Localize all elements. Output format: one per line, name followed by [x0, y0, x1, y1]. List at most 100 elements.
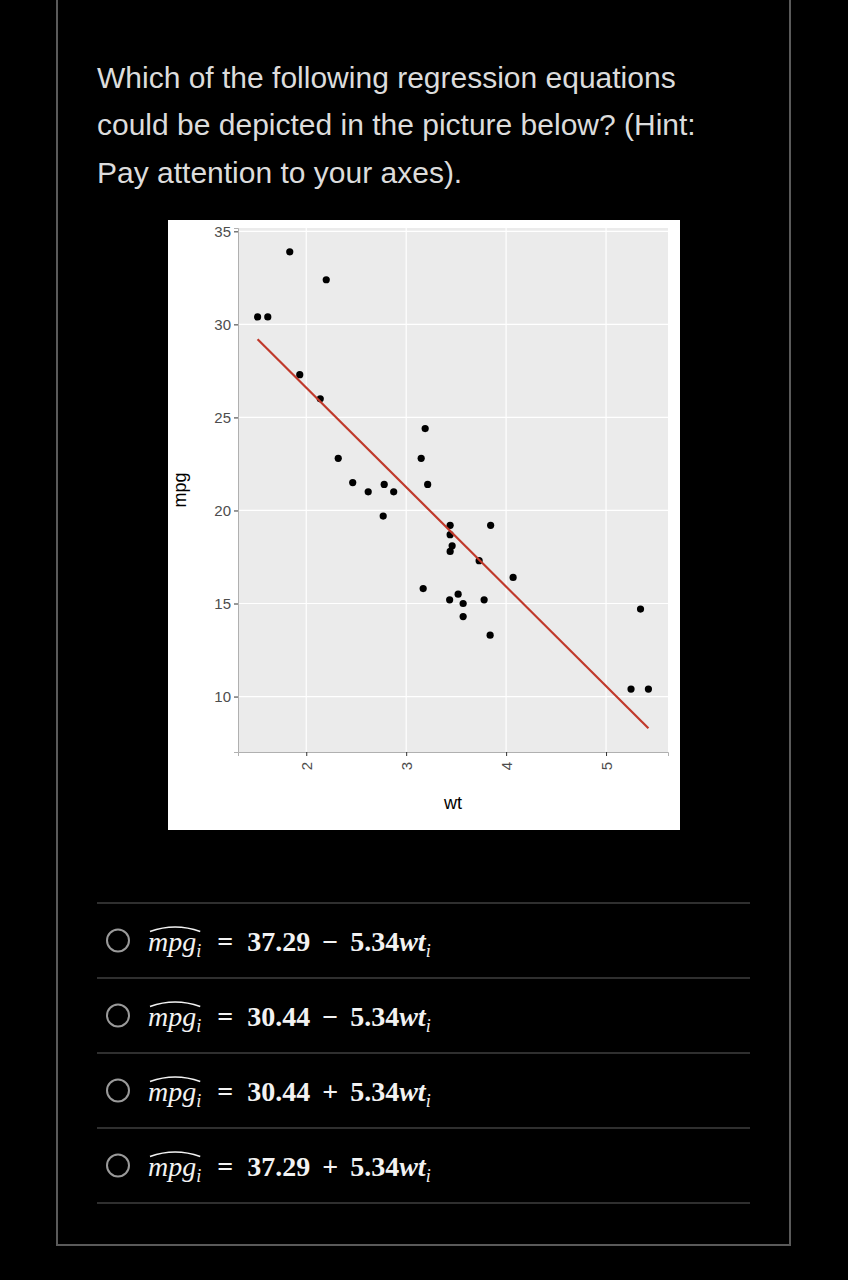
variable: wt — [399, 1151, 427, 1182]
slope: 5.34 — [350, 1151, 399, 1182]
subscript: i — [426, 1091, 431, 1111]
subscript: i — [426, 1016, 431, 1036]
y-axis-title: mpg — [170, 472, 190, 507]
slope: 5.34 — [350, 1076, 399, 1107]
axis-line — [234, 229, 239, 753]
subscript: i — [426, 1166, 431, 1186]
grid-line-x — [506, 228, 507, 752]
grid-line-y — [238, 231, 668, 232]
data-point — [335, 455, 342, 462]
operator: − — [322, 926, 338, 957]
equation: mpgi=37.29−5.34wti — [148, 926, 431, 961]
card-frame — [57, 0, 790, 1245]
question-line: Pay attention to your axes). — [97, 156, 462, 189]
hat — [150, 927, 200, 932]
tick-label: 4 — [498, 762, 515, 770]
tick: 5 — [598, 752, 615, 770]
option[interactable]: mpgi=30.44−5.34wti — [107, 1001, 431, 1036]
tick-label: 35 — [214, 223, 231, 240]
x-axis: 2 3 4 5 — [239, 752, 669, 770]
radio-button[interactable] — [107, 1080, 129, 1102]
radio-button[interactable] — [107, 1005, 129, 1027]
hat — [150, 1077, 200, 1082]
subscript: i — [196, 941, 201, 961]
tick-label: 10 — [214, 688, 231, 705]
tick: 2 — [298, 752, 315, 770]
data-point — [390, 488, 397, 495]
regression-line — [258, 339, 649, 728]
intercept: 30.44 — [247, 1076, 310, 1107]
tick-mark — [234, 510, 238, 511]
data-point — [487, 522, 494, 529]
operator: − — [322, 1001, 338, 1032]
radio-button[interactable] — [107, 1155, 129, 1177]
data-point — [481, 596, 488, 603]
tick-mark — [406, 752, 407, 756]
tick: 3 — [398, 752, 415, 770]
operator: + — [322, 1151, 338, 1182]
marks — [254, 248, 652, 728]
separator — [97, 1052, 750, 1054]
option[interactable]: mpgi=30.44+5.34wti — [107, 1076, 431, 1111]
y-axis: 10 15 20 25 30 35 — [214, 223, 238, 753]
tick-label: 5 — [598, 762, 615, 770]
data-point — [349, 479, 356, 486]
equals: = — [217, 1151, 233, 1182]
data-point — [645, 686, 652, 693]
tick: 30 — [214, 316, 238, 333]
data-point — [446, 596, 453, 603]
tick-label: 25 — [214, 409, 231, 426]
variable: wt — [399, 1001, 427, 1032]
tick-mark — [234, 324, 238, 325]
background — [0, 0, 848, 1280]
data-point — [447, 548, 454, 555]
data-point — [460, 600, 467, 607]
tick-label: 20 — [214, 502, 231, 519]
chart: 10 15 20 25 30 35 2 3 4 5 wt mpg — [168, 220, 680, 830]
data-point — [510, 574, 517, 581]
data-point — [627, 686, 634, 693]
data-point — [381, 481, 388, 488]
grid-line-y — [238, 696, 668, 697]
subscript: i — [196, 1166, 201, 1186]
option[interactable]: mpgi=37.29+5.34wti — [107, 1151, 431, 1186]
intercept: 37.29 — [247, 1151, 310, 1182]
data-point — [296, 371, 303, 378]
data-point — [286, 248, 293, 255]
subscript: i — [196, 1016, 201, 1036]
equation: mpgi=30.44+5.34wti — [148, 1076, 431, 1111]
grid-line-x — [306, 228, 307, 752]
data-point — [418, 455, 425, 462]
tick: 20 — [214, 502, 238, 519]
grid — [238, 228, 668, 752]
grid-line-x — [406, 228, 407, 752]
separator — [97, 902, 750, 904]
subscript: i — [196, 1091, 201, 1111]
tick: 25 — [214, 409, 238, 426]
slope: 5.34 — [350, 926, 399, 957]
tick-mark — [234, 417, 238, 418]
tick-mark — [234, 231, 238, 232]
grid-line-y — [238, 510, 668, 511]
tick-label: 15 — [214, 595, 231, 612]
variable: wt — [399, 1076, 427, 1107]
tick-mark — [234, 697, 238, 698]
variable: wt — [399, 926, 427, 957]
tick: 10 — [214, 688, 238, 705]
data-point — [254, 313, 261, 320]
equation: mpgi=30.44−5.34wti — [148, 1001, 431, 1036]
data-point — [380, 512, 387, 519]
tick: 4 — [498, 752, 515, 770]
radio-button[interactable] — [107, 930, 129, 952]
data-point — [264, 313, 271, 320]
operator: + — [322, 1076, 338, 1107]
question-line: could be depicted in the picture below? … — [97, 108, 696, 141]
grid-line-y — [238, 324, 668, 325]
plot-panel — [238, 228, 668, 752]
x-axis-title: wt — [443, 793, 462, 813]
data-point — [365, 488, 372, 495]
option[interactable]: mpgi=37.29−5.34wti — [107, 926, 431, 961]
data-point — [424, 481, 431, 488]
grid-line-y — [238, 603, 668, 604]
intercept: 37.29 — [247, 926, 310, 957]
